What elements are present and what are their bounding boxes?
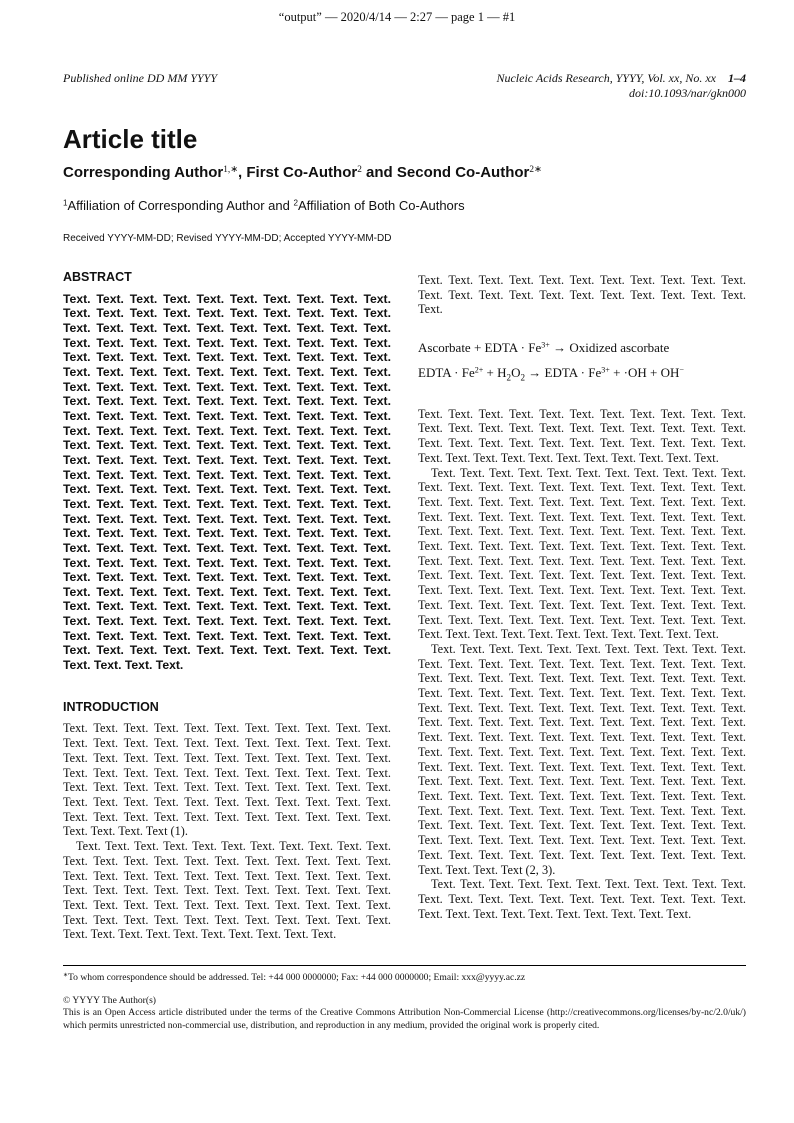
- eq-sup: −: [679, 365, 684, 375]
- author-separator: and: [361, 164, 397, 181]
- journal-info: Nucleic Acids Research, YYYY, Vol. xx, N…: [496, 71, 746, 101]
- article-title: Article title: [63, 124, 198, 154]
- author-name: First Co-Author: [246, 164, 358, 181]
- eq-sub: 2: [520, 372, 526, 383]
- author-affil: 2: [357, 164, 362, 175]
- copyright: © YYYY The Author(s): [63, 995, 156, 1006]
- eq-part: O: [511, 365, 521, 381]
- eq-part: Ascorbate + EDTA · Fe: [418, 340, 542, 356]
- published-date: Published online DD MM YYYY: [63, 71, 218, 85]
- paragraph: Text. Text. Text. Text. Text. Text. Text…: [418, 641, 746, 877]
- author-affil: 2∗: [529, 164, 542, 175]
- author-name: Second Co-Author: [396, 164, 530, 181]
- eq-sub: 2: [506, 372, 512, 383]
- footnote-rule: [63, 965, 746, 966]
- paragraph: Text. Text. Text. Text. Text. Text. Text…: [418, 406, 746, 465]
- eq-part: EDTA · Fe: [418, 365, 475, 381]
- right-column: Text. Text. Text. Text. Text. Text. Text…: [418, 273, 746, 921]
- correspondence-footnote: ∗To whom correspondence should be addres…: [63, 972, 746, 984]
- eq-part: → EDTA · Fe: [525, 365, 602, 381]
- introduction-heading: INTRODUCTION: [63, 699, 159, 714]
- footnote-text: To whom correspondence should be address…: [67, 972, 526, 983]
- left-column: ABSTRACT Text. Text. Text. Text. Text. T…: [63, 270, 391, 942]
- paragraph: Text. Text. Text. Text. Text. Text. Text…: [63, 721, 391, 839]
- license-footnote: © YYYY The Author(s) This is an Open Acc…: [63, 995, 746, 1032]
- paragraph: Text. Text. Text. Text. Text. Text. Text…: [63, 839, 391, 942]
- doi: doi:10.1093/nar/gkn000: [629, 86, 746, 100]
- abstract-text: Text. Text. Text. Text. Text. Text. Text…: [63, 291, 391, 673]
- affil-mark: 2: [293, 198, 298, 208]
- eq-sup: 3+: [541, 340, 550, 350]
- author-name: Corresponding Author: [63, 164, 224, 181]
- author-separator: ,: [238, 164, 247, 181]
- eq-sup: 3+: [601, 365, 610, 375]
- affiliation: Affiliation of Both Co-Authors: [297, 198, 465, 213]
- license-text: This is an Open Access article distribut…: [63, 1007, 746, 1031]
- paragraph: Text. Text. Text. Text. Text. Text. Text…: [418, 877, 746, 921]
- affiliation: Affiliation of Corresponding Author and: [67, 198, 294, 213]
- abstract-heading: ABSTRACT: [63, 270, 132, 284]
- equation-2: EDTA · Fe2+ + H2O2 → EDTA · Fe3+ + ·OH +…: [418, 360, 746, 391]
- paragraph: Text. Text. Text. Text. Text. Text. Text…: [418, 465, 746, 642]
- journal-citation: Nucleic Acids Research, YYYY, Vol. xx, N…: [496, 71, 716, 85]
- paragraph-continued: Text. Text. Text. Text. Text. Text. Text…: [418, 273, 746, 317]
- affiliations: 1Affiliation of Corresponding Author and…: [63, 198, 465, 213]
- page-range: 1–4: [728, 71, 746, 85]
- equation-1: Ascorbate + EDTA · Fe3+ → Oxidized ascor…: [418, 335, 746, 360]
- eq-part: + H: [483, 365, 507, 381]
- affil-mark: 1: [63, 198, 68, 208]
- eq-sup: 2+: [474, 365, 484, 375]
- submission-dates: Received YYYY-MM-DD; Revised YYYY-MM-DD;…: [63, 233, 392, 244]
- equations: Ascorbate + EDTA · Fe3+ → Oxidized ascor…: [418, 335, 746, 391]
- running-header: “output” — 2020/4/14 — 2:27 — page 1 — #…: [278, 10, 516, 24]
- author-affil: 1,∗: [223, 164, 239, 175]
- footnote-mark: ∗: [63, 972, 68, 979]
- author-list: Corresponding Author1,∗, First Co-Author…: [63, 164, 542, 181]
- eq-part: + ·OH + OH: [609, 365, 680, 381]
- eq-part: → Oxidized ascorbate: [549, 340, 670, 356]
